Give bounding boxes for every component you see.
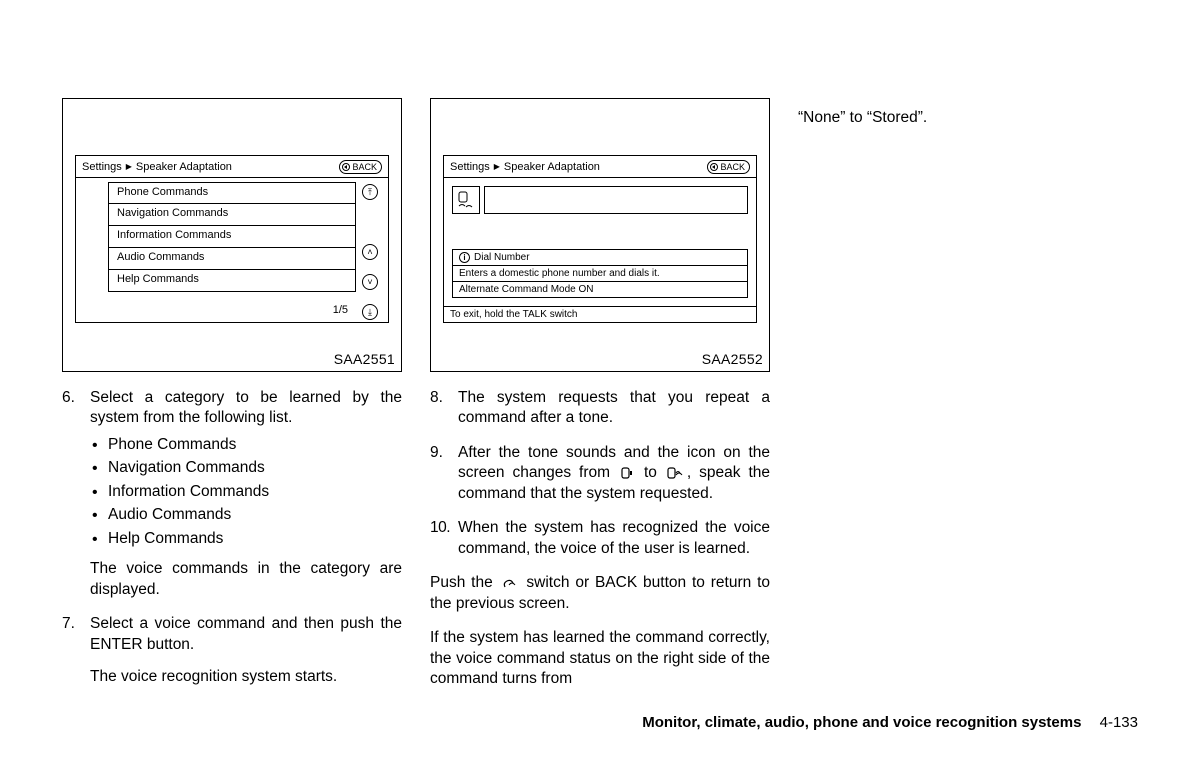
figure-left: Settings ▶ Speaker Adaptation BACK (62, 98, 402, 372)
menu-list-area: Phone Commands Navigation Commands Infor… (82, 182, 382, 316)
manual-page: Settings ▶ Speaker Adaptation BACK (0, 0, 1200, 763)
voice-prompt-field (484, 186, 748, 214)
step-8-text: The system requests that you repeat a co… (458, 388, 770, 429)
breadcrumb: Settings ▶ Speaker Adaptation (82, 161, 232, 173)
breadcrumb-root: Settings (450, 161, 490, 173)
step-number: 10. (430, 518, 458, 559)
step-9: 9. After the tone sounds and the icon on… (430, 443, 770, 504)
back-arrow-icon (342, 163, 350, 171)
breadcrumb-separator-icon: ▶ (126, 162, 132, 171)
breadcrumb: Settings ▶ Speaker Adaptation (450, 161, 600, 173)
scroll-down-icon[interactable]: ˅ (362, 274, 378, 290)
tail-line: “None” to “Stored”. (798, 108, 1138, 128)
step-6-tail: The voice commands in the category are d… (90, 559, 402, 600)
breadcrumb-root: Settings (82, 161, 122, 173)
step-10-text: When the system has recognized the voice… (458, 518, 770, 559)
step-7: 7. Select a voice command and then push … (62, 614, 402, 687)
step-9b: to (636, 464, 665, 481)
listen-icon (618, 465, 636, 482)
bullet-item: Information Commands (90, 482, 402, 502)
menu-item[interactable]: Audio Commands (108, 248, 356, 270)
step-number: 8. (430, 388, 458, 429)
step-number: 7. (62, 614, 90, 687)
step-number: 9. (430, 443, 458, 504)
step-6-bullets: Phone Commands Navigation Commands Infor… (90, 435, 402, 549)
figure-id-label: SAA2551 (334, 351, 395, 367)
scroll-up-icon[interactable]: ˄ (362, 244, 378, 260)
footer-section-title: Monitor, climate, audio, phone and voice… (642, 714, 1081, 731)
bullet-item: Navigation Commands (90, 458, 402, 478)
bullet-item: Help Commands (90, 529, 402, 549)
column-1-text: 6. Select a category to be learned by th… (62, 388, 402, 687)
column-3: “None” to “Stored”. (798, 98, 1138, 689)
breadcrumb-leaf: Speaker Adaptation (504, 161, 600, 173)
menu-rows: Phone Commands Navigation Commands Infor… (108, 182, 356, 292)
info-title-row: i Dial Number (453, 250, 747, 266)
device-screen-right: Settings ▶ Speaker Adaptation BACK (443, 155, 757, 323)
step-7-p1: Select a voice command and then push the… (90, 614, 402, 655)
info-description: Enters a domestic phone number and dials… (453, 266, 747, 282)
learned-command-paragraph: If the system has learned the command co… (430, 628, 770, 689)
breadcrumb-separator-icon: ▶ (494, 162, 500, 171)
exit-instruction: To exit, hold the TALK switch (444, 306, 756, 322)
scroll-buttons: ⤒ ˄ ˅ ⤓ (362, 182, 382, 320)
back-button[interactable]: BACK (707, 160, 750, 174)
voice-prompt-row (452, 186, 748, 214)
bullet-item: Phone Commands (90, 435, 402, 455)
curve-decoration-left (82, 182, 108, 316)
speak-waves-icon (665, 465, 687, 482)
page-footer: Monitor, climate, audio, phone and voice… (642, 714, 1138, 731)
menu-item[interactable]: Navigation Commands (108, 204, 356, 226)
info-block: i Dial Number Enters a domestic phone nu… (452, 249, 748, 298)
step-9-text: After the tone sounds and the icon on th… (458, 443, 770, 504)
menu-item[interactable]: Phone Commands (108, 182, 356, 204)
three-column-layout: Settings ▶ Speaker Adaptation BACK (62, 98, 1138, 689)
info-icon: i (459, 252, 470, 263)
step-6-lead: Select a category to be learned by the s… (90, 388, 402, 429)
scroll-jump-down-icon[interactable]: ⤓ (362, 304, 378, 320)
mode-line: Alternate Command Mode ON (453, 282, 747, 297)
step-7-p2: The voice recognition system starts. (90, 667, 402, 687)
speak-icon (452, 186, 480, 214)
talk-switch-icon (499, 575, 521, 592)
figure-id-label: SAA2552 (702, 351, 763, 367)
column-2-text: 8. The system requests that you repeat a… (430, 388, 770, 689)
step-10: 10. When the system has recognized the v… (430, 518, 770, 559)
step-6: 6. Select a category to be learned by th… (62, 388, 402, 600)
para1-a: Push the (430, 574, 499, 591)
step-number: 6. (62, 388, 90, 600)
menu-item[interactable]: Help Commands (108, 270, 356, 292)
info-title: Dial Number (474, 252, 530, 263)
back-arrow-icon (710, 163, 718, 171)
device-screen-left: Settings ▶ Speaker Adaptation BACK (75, 155, 389, 323)
footer-page-number: 4-133 (1100, 714, 1138, 731)
push-switch-paragraph: Push the switch or BACK button to return… (430, 573, 770, 614)
breadcrumb-leaf: Speaker Adaptation (136, 161, 232, 173)
figure-right: Settings ▶ Speaker Adaptation BACK (430, 98, 770, 372)
back-label: BACK (720, 161, 745, 173)
menu-item[interactable]: Information Commands (108, 226, 356, 248)
column-2: Settings ▶ Speaker Adaptation BACK (430, 98, 770, 689)
pager-label: 1/5 (333, 304, 348, 316)
screen-header: Settings ▶ Speaker Adaptation BACK (444, 156, 756, 178)
scroll-jump-up-icon[interactable]: ⤒ (362, 184, 378, 200)
column-1: Settings ▶ Speaker Adaptation BACK (62, 98, 402, 689)
bullet-item: Audio Commands (90, 505, 402, 525)
screen-header: Settings ▶ Speaker Adaptation BACK (76, 156, 388, 178)
back-label: BACK (352, 161, 377, 173)
step-8: 8. The system requests that you repeat a… (430, 388, 770, 429)
back-button[interactable]: BACK (339, 160, 382, 174)
